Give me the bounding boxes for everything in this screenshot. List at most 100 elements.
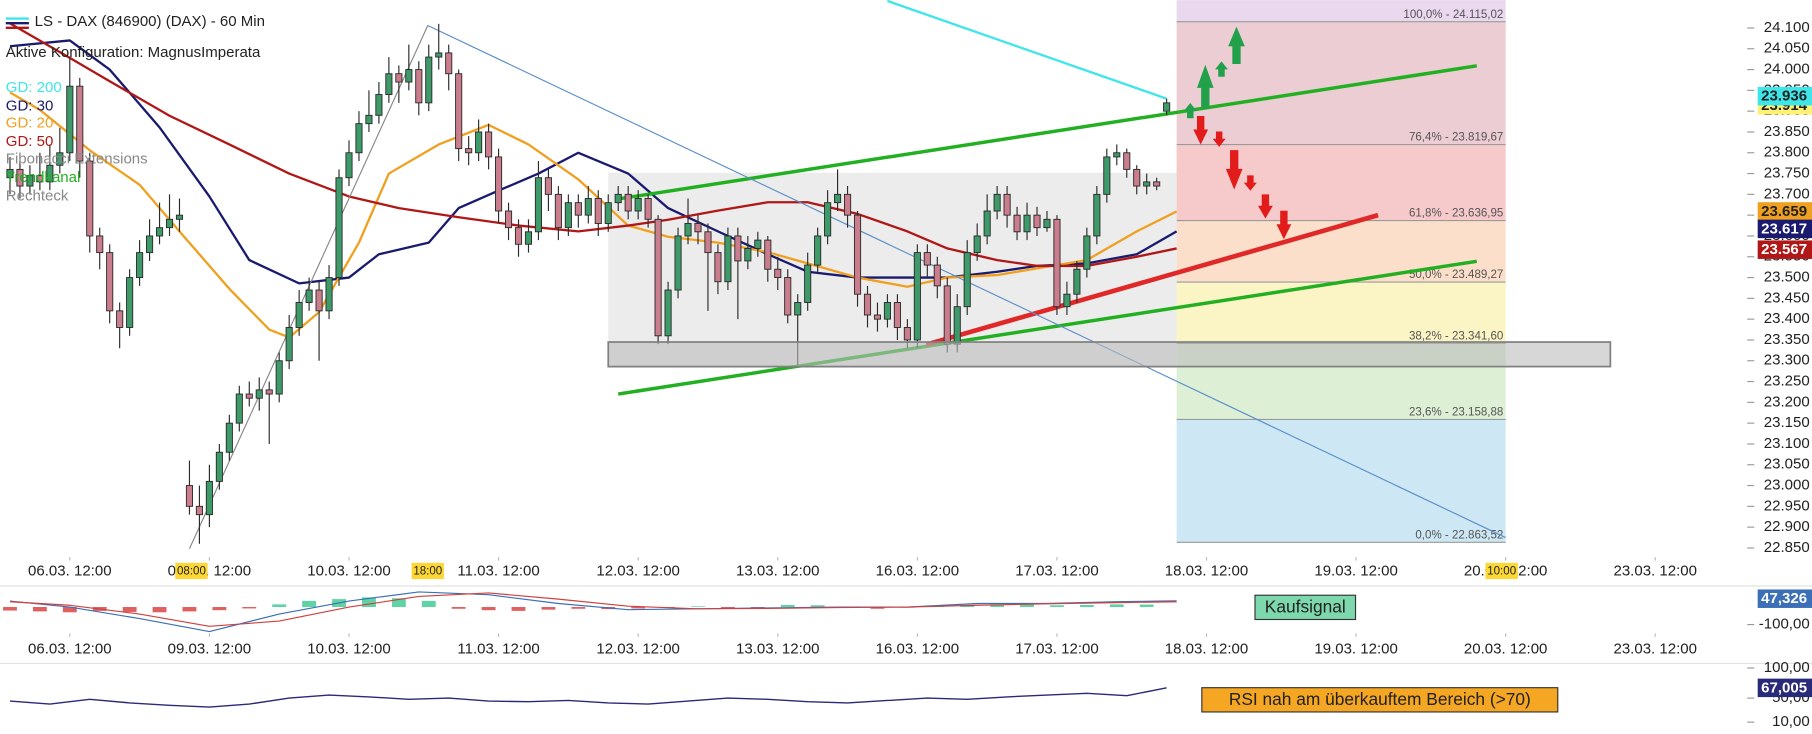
candle-body (205, 480, 213, 516)
candle-body (155, 227, 164, 237)
x-tick-label: 19.03. 12:00 (1314, 641, 1398, 658)
x-tick-label: 18.03. 12:00 (1165, 641, 1249, 658)
candle-body (136, 252, 144, 279)
x-tick-label: 23.03. 12:00 (1613, 563, 1697, 580)
histogram-bar (242, 607, 257, 609)
candle-body (764, 239, 772, 270)
candle-body (883, 302, 891, 320)
fib-label: 0,0% - 22.863,52 (1415, 529, 1503, 541)
candle-body (445, 52, 453, 75)
candle-body (475, 131, 483, 154)
rsi-line (9, 687, 1167, 708)
candle-body (465, 148, 473, 154)
candle-body (1123, 152, 1131, 170)
fib-label: 61,8% - 23.636,95 (1409, 208, 1503, 220)
candle-body (584, 198, 592, 216)
candle-body (1153, 181, 1161, 187)
candle-body (435, 52, 443, 58)
candle-body (993, 193, 1001, 212)
candle-body (963, 252, 971, 308)
fib-label: 38,2% - 23.341,60 (1409, 331, 1503, 343)
candle-body (634, 198, 642, 212)
candle-body (36, 175, 44, 183)
x-tick-label: 10.03. 12:00 (307, 641, 391, 658)
candle-body (1033, 214, 1041, 229)
down-arrow (1257, 194, 1273, 219)
histogram-bar (870, 607, 885, 609)
candle-body (1013, 214, 1021, 233)
candle-body (395, 73, 403, 83)
candle-body (614, 193, 622, 204)
histogram-bar (302, 600, 317, 608)
candle-body (524, 231, 533, 245)
y-tick-label: 23.150 (1764, 414, 1810, 431)
signal-box (1254, 594, 1357, 621)
time-box (175, 562, 208, 580)
value-label: 23.617 (1761, 220, 1807, 237)
candle-body (564, 202, 572, 229)
candle-body (76, 85, 84, 162)
candle-body (873, 314, 882, 320)
candle-body (953, 306, 961, 345)
value-label: 47,326 (1761, 590, 1807, 607)
candle-body (345, 152, 353, 179)
candle-body (704, 231, 712, 254)
fib-band (1176, 0, 1506, 22)
candle-body (644, 198, 652, 220)
candle-body (425, 56, 433, 104)
time-box (1485, 562, 1518, 580)
y-tick-label: 23.700 (1764, 185, 1810, 202)
y-tick-label: 23.250 (1764, 373, 1810, 390)
chart-title: LS - DAX (846900) (DAX) - 60 Min (35, 13, 265, 30)
candle-body (6, 168, 14, 179)
candle-body (684, 223, 692, 237)
histogram-bar (1079, 604, 1094, 608)
candle-body (1043, 218, 1051, 229)
y-tick-label: 22.850 (1764, 539, 1810, 556)
candle-body (235, 393, 243, 424)
candle-body (175, 214, 184, 220)
x-tick-label: 18.03. 12:00 (1165, 563, 1249, 580)
candle-body (1163, 102, 1171, 112)
forecast-arrows (1183, 26, 1292, 240)
candle-body (16, 168, 24, 187)
candle-body (923, 252, 931, 266)
x-tick-label: 16.03. 12:00 (876, 563, 960, 580)
fib-label: 50,0% - 23.489,27 (1409, 269, 1503, 281)
candle-body (844, 193, 852, 216)
up-arrow (1196, 64, 1214, 109)
candle-body (1143, 181, 1151, 187)
histogram-bar (511, 607, 526, 611)
histogram-bar (32, 607, 47, 612)
trend-line (925, 212, 1379, 347)
candle-body (824, 202, 832, 237)
indicator-line (9, 592, 1177, 627)
legend-entry: GD: 50 (6, 133, 54, 150)
value-label: 67,005 (1761, 679, 1807, 696)
histogram-bar (3, 607, 17, 611)
candle-body (245, 393, 253, 399)
y-tick-label: 24.100 (1764, 19, 1810, 36)
candle-body (574, 202, 582, 216)
value-box (1757, 219, 1812, 239)
value-label: 23.659 (1761, 203, 1807, 220)
down-arrow (1225, 150, 1243, 190)
value-box (1757, 240, 1812, 259)
candle-body (1103, 156, 1111, 195)
moving-average (9, 91, 1178, 339)
candle-body (1083, 235, 1091, 270)
value-box (1757, 202, 1812, 221)
candle-body (185, 485, 194, 507)
fib-band (1176, 21, 1506, 145)
histogram-bar (182, 607, 197, 612)
fib-band (1176, 419, 1506, 543)
candle-body (265, 389, 273, 395)
legend-entry: Rechteck (6, 188, 69, 205)
histogram-bar (720, 607, 735, 609)
legend: LS - DAX (846900) (DAX) - 60 Min Aktive … (5, 13, 265, 205)
label-layer: 22.850 22.900 22.950 23.000 23.050 23.100 23.1… (175, 19, 1812, 730)
rectangle (608, 172, 1177, 368)
candle-body (784, 277, 792, 316)
histogram-bar (62, 607, 77, 613)
y-tick-label: 100,00 (1764, 659, 1810, 676)
